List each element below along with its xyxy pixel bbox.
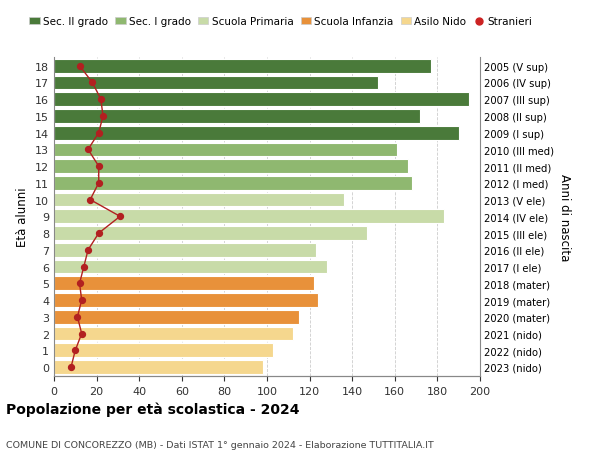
Point: [98, 113, 108, 120]
Y-axis label: Età alunni: Età alunni: [16, 187, 29, 246]
Text: COMUNE DI CONCOREZZO (MB) - Dati ISTAT 1° gennaio 2024 - Elaborazione TUTTITALIA: COMUNE DI CONCOREZZO (MB) - Dati ISTAT 1…: [6, 441, 434, 449]
Point: [94, 180, 104, 187]
Bar: [54, 327, 293, 341]
Point: [96, 96, 106, 104]
Bar: [54, 143, 397, 157]
Bar: [54, 160, 407, 174]
Bar: [54, 294, 318, 307]
Bar: [54, 360, 263, 374]
Point: [94, 230, 104, 237]
Point: [83, 146, 93, 154]
Point: [83, 246, 93, 254]
Text: Popolazione per età scolastica - 2024: Popolazione per età scolastica - 2024: [6, 402, 299, 416]
Bar: [54, 193, 344, 207]
Point: [85, 196, 95, 204]
Bar: [54, 177, 412, 190]
Point: [66, 364, 76, 371]
Point: [79, 263, 89, 271]
Bar: [54, 110, 421, 123]
Bar: [54, 243, 316, 257]
Bar: [54, 60, 431, 73]
Bar: [54, 277, 314, 291]
Bar: [54, 344, 274, 358]
Point: [88, 79, 97, 87]
Bar: [54, 127, 459, 140]
Bar: [54, 76, 378, 90]
Bar: [54, 93, 469, 107]
Point: [75, 63, 85, 70]
Point: [94, 130, 104, 137]
Point: [77, 297, 86, 304]
Bar: [54, 210, 444, 224]
Point: [77, 330, 86, 337]
Point: [94, 163, 104, 170]
Y-axis label: Anni di nascita: Anni di nascita: [558, 174, 571, 260]
Point: [115, 213, 125, 221]
Point: [75, 280, 85, 287]
Point: [71, 347, 80, 354]
Bar: [54, 310, 299, 324]
Legend: Sec. II grado, Sec. I grado, Scuola Primaria, Scuola Infanzia, Asilo Nido, Stran: Sec. II grado, Sec. I grado, Scuola Prim…: [25, 13, 536, 31]
Point: [73, 313, 82, 321]
Bar: [54, 227, 367, 241]
Bar: [54, 260, 326, 274]
